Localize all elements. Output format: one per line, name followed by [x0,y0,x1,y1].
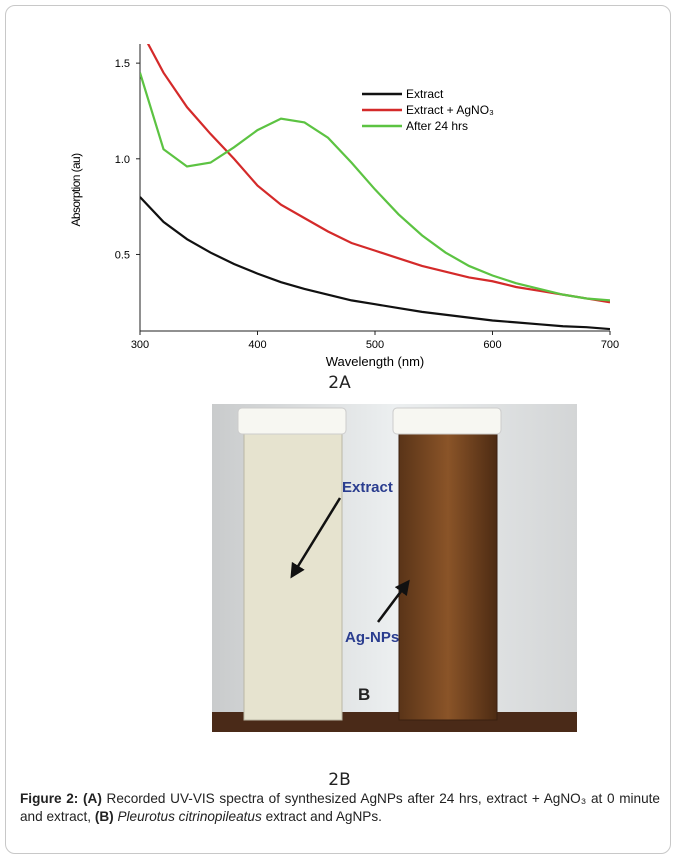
panel-label: 2B [0,770,679,790]
photo: Extract Ag-NPs B [0,400,679,740]
caption-bold: (B) [95,809,114,824]
chart: Wavelength (nm) Absorption (au) 0.5 1.0 1.… [0,0,679,400]
photo-label: B [358,685,370,704]
x-axis-label: Wavelength (nm) [326,354,425,369]
cap [393,408,501,434]
caption-text: extract and AgNPs. [262,809,382,824]
x-tick-label: 300 [131,339,149,351]
x-tick-label: 700 [601,339,619,351]
x-tick-label: 500 [366,339,384,351]
cap [238,408,346,434]
y-tick-label: 1.0 [115,154,130,166]
panel-label: 2A [0,373,679,393]
x-tick-label: 400 [248,339,266,351]
y-axis-label: Absorption (au) [69,153,83,227]
y-tick-label: 0.5 [115,249,130,261]
legend-label: Extract + AgNO₃ [406,103,494,117]
caption-italic: Pleurotus citrinopileatus [117,809,261,824]
cuvette-agnps [399,430,497,720]
photo-label: Extract [342,479,393,496]
page: Wavelength (nm) Absorption (au) 0.5 1.0 1.… [0,0,679,859]
legend-label: Extract [406,87,444,101]
series-line [140,73,610,301]
series-line [140,29,610,303]
caption: Figure 2: (A) Recorded UV-VIS spectra of… [20,790,660,826]
caption-bold: Figure 2: (A) [20,791,102,806]
photo-label: Ag-NPs [345,629,399,646]
legend-label: After 24 hrs [406,119,468,133]
series-line [140,197,610,329]
x-tick-label: 600 [483,339,501,351]
y-tick-label: 1.5 [115,58,130,70]
